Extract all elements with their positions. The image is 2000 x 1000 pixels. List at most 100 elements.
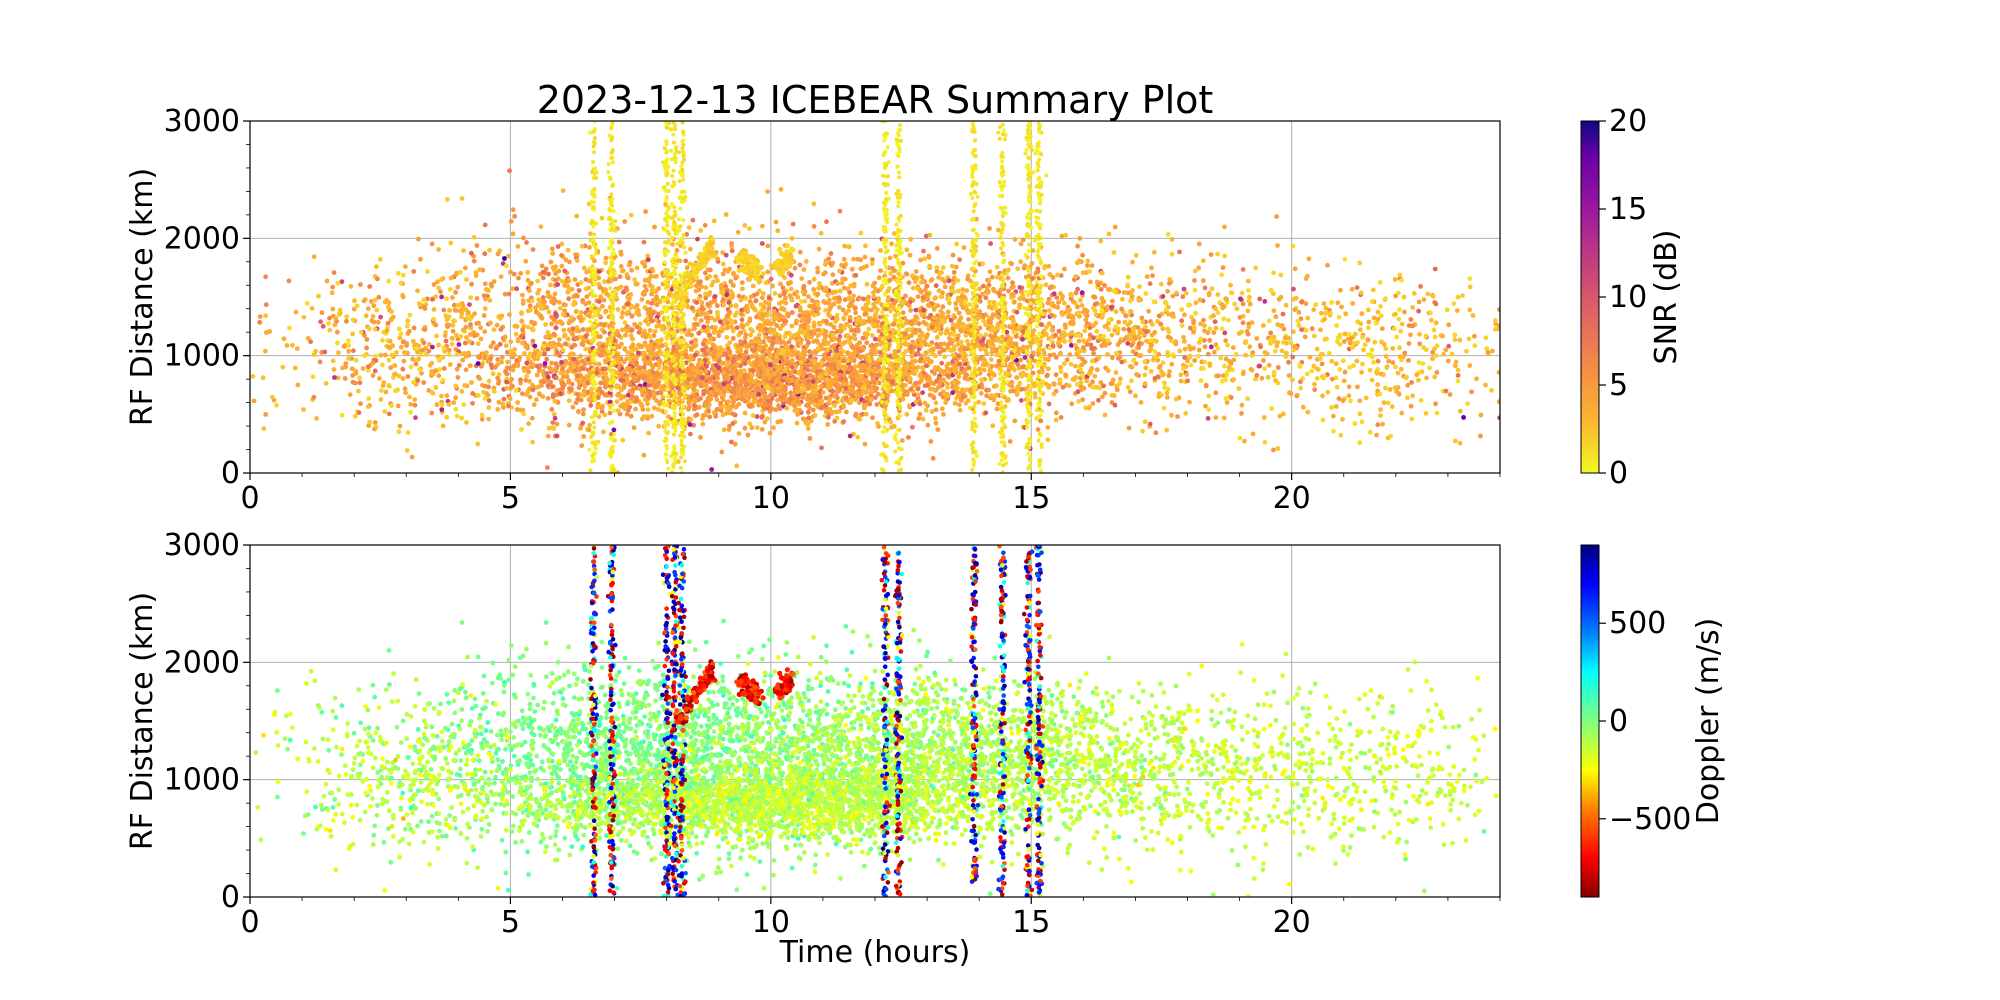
data-point: [633, 347, 639, 352]
data-point: [774, 352, 780, 358]
data-point: [628, 413, 634, 419]
data-point: [488, 362, 494, 368]
data-point: [874, 385, 880, 391]
data-point: [545, 342, 551, 348]
data-point: [1181, 334, 1186, 340]
data-point: [843, 311, 849, 317]
data-point: [1007, 439, 1013, 444]
data-point: [526, 421, 532, 427]
data-point: [855, 434, 861, 440]
data-point: [747, 277, 753, 283]
data-point: [500, 401, 506, 407]
data-point: [530, 387, 536, 393]
data-point: [395, 403, 401, 409]
data-point: [561, 327, 567, 333]
data-point: [758, 339, 763, 345]
data-point: [649, 301, 654, 306]
data-point: [553, 368, 559, 374]
data-point: [853, 411, 859, 417]
data-point: [763, 299, 768, 305]
data-point: [878, 341, 884, 347]
data-point: [508, 219, 514, 224]
data-point: [536, 297, 542, 303]
data-point: [869, 307, 874, 313]
data-point: [602, 392, 608, 398]
data-point: [740, 353, 746, 358]
data-point: [723, 252, 729, 258]
data-point: [689, 332, 695, 338]
data-point: [1073, 363, 1078, 369]
data-point: [418, 256, 423, 262]
data-point: [646, 321, 651, 327]
data-point: [869, 387, 875, 393]
data-point: [330, 284, 335, 290]
data-point: [497, 341, 503, 347]
data-point: [467, 363, 473, 369]
data-point: [696, 330, 702, 336]
data-point: [887, 385, 893, 391]
data-point: [501, 396, 507, 402]
data-point: [940, 304, 946, 310]
data-point: [719, 286, 724, 292]
data-point: [939, 360, 945, 366]
data-point: [504, 379, 510, 385]
data-point: [657, 298, 663, 304]
data-point: [411, 269, 417, 274]
data-point: [740, 286, 745, 292]
data-point: [808, 354, 813, 359]
data-point: [545, 433, 551, 439]
data-point: [620, 268, 626, 274]
data-point: [598, 334, 603, 340]
data-point: [305, 335, 311, 341]
data-point: [645, 253, 651, 259]
data-point: [810, 374, 815, 380]
data-point: [748, 402, 754, 408]
data-point: [633, 397, 639, 403]
data-point: [924, 284, 929, 289]
data-point: [583, 333, 589, 339]
data-point: [1125, 384, 1131, 390]
data-point: [708, 300, 714, 306]
data-point: [704, 363, 709, 369]
data-point: [757, 322, 763, 328]
data-point: [596, 269, 602, 274]
data-point: [780, 394, 785, 400]
data-point: [542, 361, 548, 366]
data-point: [802, 298, 808, 304]
data-point: [439, 407, 445, 412]
data-point: [706, 402, 712, 407]
data-point: [642, 259, 648, 265]
data-point: [887, 255, 893, 261]
data-point: [436, 247, 441, 252]
data-point: [763, 378, 769, 383]
data-point: [510, 207, 516, 213]
data-point: [630, 336, 635, 342]
data-point: [545, 374, 551, 380]
data-point: [727, 310, 732, 315]
data-point: [707, 339, 713, 345]
data-point: [870, 257, 875, 262]
data-point: [570, 404, 576, 410]
data-point: [984, 393, 989, 399]
data-point: [705, 389, 710, 395]
data-point: [715, 315, 721, 321]
data-point: [588, 231, 593, 237]
data-point: [1096, 354, 1102, 360]
data-point: [439, 294, 444, 300]
data-point: [795, 340, 801, 346]
data-point: [546, 333, 551, 339]
data-point: [533, 305, 538, 311]
data-point: [525, 277, 531, 283]
data-point: [600, 303, 605, 309]
data-point: [618, 252, 624, 257]
data-point: [732, 380, 738, 386]
data-point: [853, 310, 858, 316]
data-point: [599, 370, 605, 376]
data-point: [522, 368, 527, 373]
data-point: [526, 369, 532, 375]
data-point: [936, 288, 942, 294]
data-point: [686, 400, 692, 406]
data-point: [653, 379, 658, 385]
data-point: [574, 213, 580, 219]
data-point: [700, 413, 706, 418]
